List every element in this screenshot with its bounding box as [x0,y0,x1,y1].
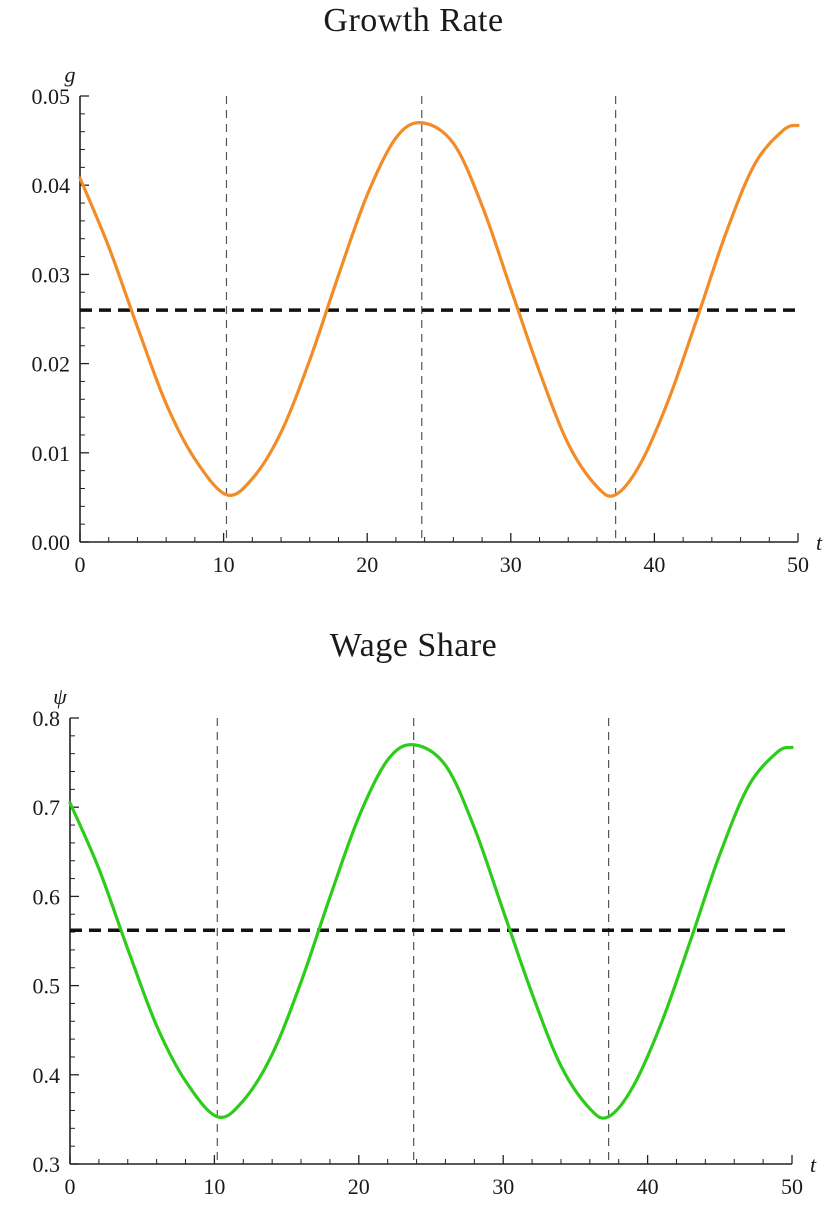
growth-y-tick-label: 0.04 [32,173,71,198]
wage-y-tick-label: 0.3 [33,1152,61,1177]
growth-x-tick-label: 0 [75,552,86,577]
growth-y-tick-label: 0.02 [32,352,71,377]
growth-y-tick-label: 0.00 [32,530,71,555]
wage-x-axis-label: t [810,1152,817,1177]
wage-x-tick-label: 0 [65,1174,76,1199]
wage-x-tick-label: 40 [637,1174,659,1199]
wage-x-tick-label: 30 [492,1174,514,1199]
growth-y-tick-label: 0.03 [32,262,71,287]
growth-x-tick-label: 30 [500,552,522,577]
wage-x-tick-label: 10 [203,1174,225,1199]
growth-y-axis-label: g [65,62,76,87]
growth-x-tick-label: 40 [643,552,665,577]
wage-series-line [68,743,794,1120]
wage-x-tick-label: 20 [348,1174,370,1199]
growth-rate-chart: 0 10 20 30 40 50 0.00 0.01 0.02 0.03 0.04 0.05 t g [32,62,824,577]
growth-x-tick-label: 50 [787,552,809,577]
growth-x-axis-label: t [816,530,823,555]
growth-rate-panel: Growth Rate 0 10 20 30 40 50 0.00 0.01 0.02 0.03 0… [0,0,827,590]
wage-y-tick-label: 0.5 [33,974,61,999]
growth-y-tick-label: 0.01 [32,441,71,466]
growth-x-tick-label: 10 [213,552,235,577]
growth-x-tick-label: 20 [356,552,378,577]
wage-share-title: Wage Share [329,627,498,664]
wage-y-tick-label: 0.6 [33,884,61,909]
growth-series-line [78,121,800,498]
growth-y-tick-label: 0.05 [32,84,71,109]
wage-y-tick-label: 0.7 [33,795,61,820]
wage-y-axis-label: ψ [53,684,67,709]
growth-rate-title: Growth Rate [323,2,504,39]
wage-y-tick-label: 0.4 [33,1063,61,1088]
wage-x-tick-label: 50 [781,1174,803,1199]
wage-y-tick-label: 0.8 [33,706,61,731]
